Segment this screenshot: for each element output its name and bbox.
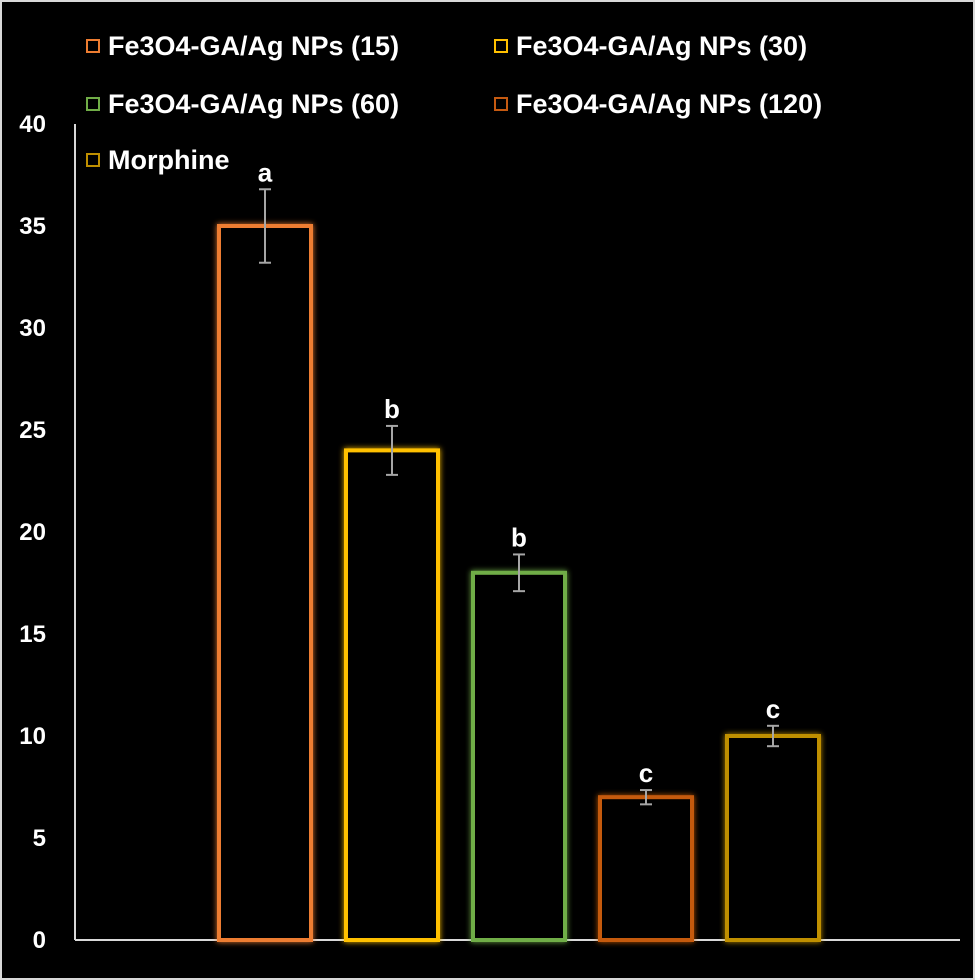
y-tick-label: 20	[19, 519, 46, 546]
bar	[344, 448, 440, 942]
legend-swatch	[86, 97, 100, 111]
y-tick-label: 0	[33, 927, 46, 954]
y-tick-label: 35	[19, 213, 46, 240]
legend-label: Fe3O4-GA/Ag NPs (30)	[516, 30, 808, 61]
y-tick-label: 25	[19, 417, 46, 444]
legend-item: Fe3O4-GA/Ag NPs (30)	[494, 28, 807, 64]
legend: Fe3O4-GA/Ag NPs (15) Fe3O4-GA/Ag NPs (30)…	[86, 28, 946, 178]
bar	[598, 795, 694, 943]
data-label: b	[384, 394, 400, 424]
legend-swatch	[494, 97, 508, 111]
legend-item: Morphine	[86, 142, 230, 178]
y-tick-label: 30	[19, 315, 46, 342]
legend-label: Fe3O4-GA/Ag NPs (120)	[516, 88, 823, 119]
bars	[217, 224, 821, 943]
error-bars	[259, 188, 779, 806]
y-tick-label: 5	[33, 825, 46, 852]
y-tick-label: 40	[19, 111, 46, 138]
bar	[217, 224, 313, 942]
data-label: c	[766, 694, 780, 724]
legend-swatch	[494, 39, 508, 53]
legend-label: Morphine	[108, 144, 230, 175]
legend-item: Fe3O4-GA/Ag NPs (15)	[86, 28, 399, 64]
legend-swatch	[86, 153, 100, 167]
legend-item: Fe3O4-GA/Ag NPs (120)	[494, 86, 822, 122]
legend-item: Fe3O4-GA/Ag NPs (60)	[86, 86, 399, 122]
legend-label: Fe3O4-GA/Ag NPs (15)	[108, 30, 400, 61]
data-labels: a b b c c	[258, 157, 780, 788]
y-tick-label: 15	[19, 621, 46, 648]
legend-swatch	[86, 39, 100, 53]
bar	[725, 734, 821, 942]
data-label: c	[639, 758, 653, 788]
legend-label: Fe3O4-GA/Ag NPs (60)	[108, 88, 400, 119]
y-tick-label: 10	[19, 723, 46, 750]
y-tick-labels: 0 5 10 15 20 25 30 35 40	[19, 111, 46, 954]
data-label: b	[511, 522, 527, 552]
bar	[471, 570, 567, 942]
data-label: a	[258, 157, 273, 187]
